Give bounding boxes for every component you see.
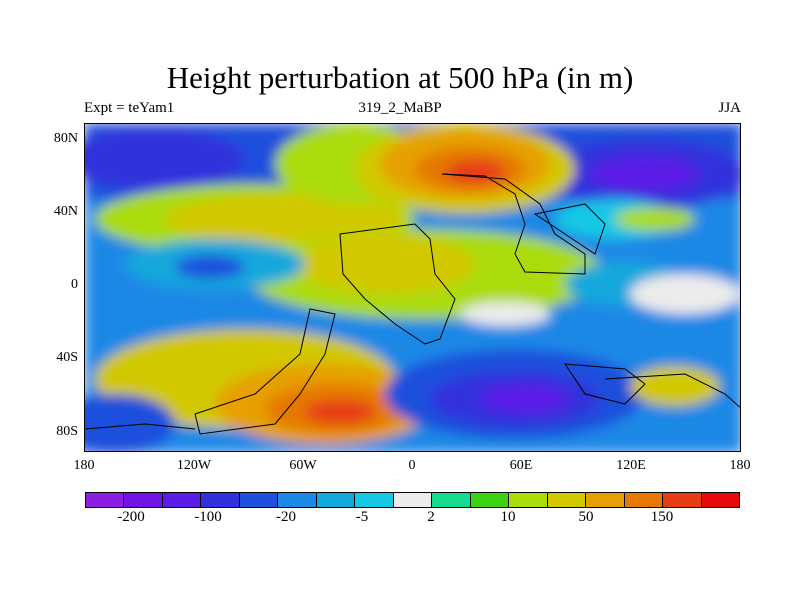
- x-tick-label: 180: [729, 458, 751, 473]
- x-tick-label: 60W: [289, 458, 317, 473]
- y-tick-label: 80N: [53, 131, 78, 146]
- colorbar-label: 2: [427, 509, 435, 525]
- colorbar-swatch: [470, 493, 510, 507]
- x-tick-label: 180: [73, 458, 95, 473]
- contour-map: [85, 124, 740, 451]
- colorbar-label: 50: [578, 509, 594, 525]
- colorbar-swatch: [547, 493, 587, 507]
- x-tick-label: 120W: [176, 458, 212, 473]
- colorbar-swatch: [355, 493, 394, 507]
- colorbar-label: -5: [355, 509, 369, 525]
- colorbar-swatch: [278, 493, 317, 507]
- colorbar-swatch: [432, 493, 471, 507]
- colorbar-swatch: [86, 493, 125, 507]
- y-tick-label: 40N: [53, 204, 78, 219]
- colorbar-label: -100: [194, 509, 222, 525]
- period-label: 319_2_MaBP: [358, 100, 442, 116]
- map-plot-area: [84, 123, 741, 452]
- experiment-label: Expt = teYam1: [84, 100, 175, 116]
- colorbar-swatch: [162, 493, 202, 507]
- colorbar-swatch: [586, 493, 625, 507]
- colorbar-swatch: [201, 493, 240, 507]
- colorbar-swatch: [663, 493, 702, 507]
- x-tick-label: 120E: [616, 458, 646, 473]
- season-label: JJA: [718, 100, 741, 116]
- y-tick-label: 0: [71, 277, 78, 292]
- y-tick-label: 40S: [56, 350, 78, 365]
- colorbar-swatch: [701, 493, 739, 507]
- colorbar-label: 10: [500, 509, 516, 525]
- colorbar-label: -200: [117, 509, 145, 525]
- colorbar-label: 150: [650, 509, 674, 525]
- x-tick-label: 60E: [509, 458, 533, 473]
- colorbar: [85, 492, 740, 508]
- plot-title: Height perturbation at 500 hPa (in m): [166, 60, 634, 95]
- colorbar-label: -20: [276, 509, 296, 525]
- y-tick-label: 80S: [56, 424, 78, 439]
- colorbar-swatch: [509, 493, 548, 507]
- colorbar-swatch: [124, 493, 163, 507]
- colorbar-swatch: [316, 493, 356, 507]
- x-tick-label: 0: [408, 458, 416, 473]
- colorbar-swatch: [624, 493, 664, 507]
- colorbar-swatch: [239, 493, 279, 507]
- colorbar-swatch: [393, 493, 433, 507]
